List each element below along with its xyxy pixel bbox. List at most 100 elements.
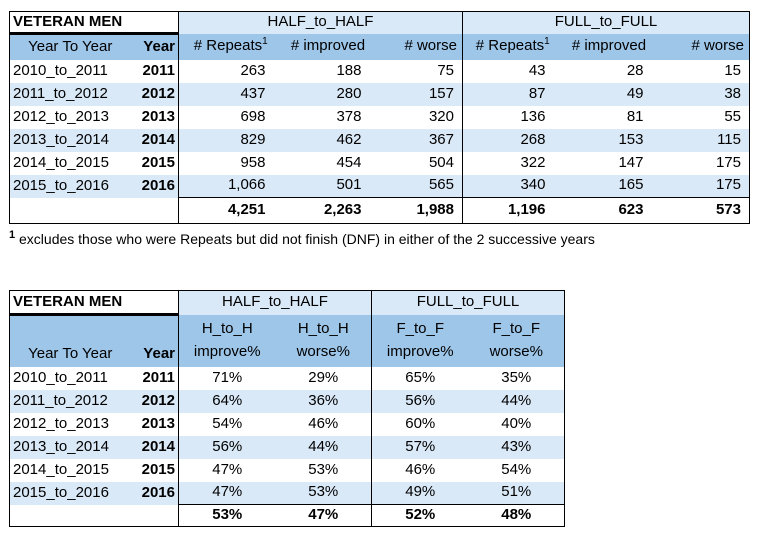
header-year[interactable]: Year <box>130 314 179 367</box>
cell-full-repeats[interactable]: 43 <box>462 59 563 83</box>
cell-full-worse[interactable]: 175 <box>655 174 750 198</box>
cell-half-worse[interactable]: 504 <box>428 153 454 171</box>
cell-half-worse-pct[interactable]: 44% <box>275 435 372 459</box>
cell-half-repeats[interactable]: 958 <box>178 151 283 175</box>
cell-half-improve-pct[interactable]: 54% <box>178 412 276 436</box>
header-full-worse[interactable]: # worse <box>655 33 750 60</box>
cell-year[interactable]: 2013 <box>141 414 175 432</box>
total-half-improved[interactable]: 2,263 <box>282 197 374 224</box>
cell-half-worse-pct[interactable]: 46% <box>308 414 339 432</box>
cell-half-repeats[interactable]: 698 <box>178 105 283 129</box>
header-full-worse-pct[interactable]: F_to_F worse% <box>468 314 565 367</box>
group-header-half-to-half[interactable]: HALF_to_HALF <box>178 11 463 34</box>
cell-half-repeats[interactable]: 437 <box>178 82 283 106</box>
cell-full-repeats[interactable]: 87 <box>462 82 563 106</box>
total-full-improve-pct[interactable]: 52% <box>371 504 469 527</box>
cell-full-improved[interactable]: 147 <box>618 153 644 171</box>
cell-year[interactable]: 2016 <box>130 481 179 505</box>
cell-year-span[interactable]: 2014_to_2015 <box>13 153 109 171</box>
header-half-worse-pct[interactable]: H_to_H worse% <box>275 314 372 367</box>
header-full-improved[interactable]: # improved <box>562 33 656 60</box>
cell-half-improved[interactable]: 378 <box>336 107 362 125</box>
cell-year-span[interactable]: 2013_to_2014 <box>9 435 131 459</box>
cell-full-improved[interactable]: 81 <box>626 107 644 125</box>
total-half-worse[interactable]: 1,988 <box>373 197 463 224</box>
cell-half-worse-pct[interactable]: 36% <box>275 389 372 413</box>
cell-full-improved[interactable]: 153 <box>562 128 656 152</box>
cell-full-worse[interactable]: 55 <box>724 107 741 125</box>
cell-half-worse-pct[interactable]: 29% <box>308 368 339 386</box>
cell-full-improve-pct[interactable]: 49% <box>371 481 469 505</box>
cell-half-improved[interactable]: 462 <box>282 128 374 152</box>
total-full-repeats[interactable]: 1,196 <box>462 197 563 224</box>
cell-full-repeats[interactable]: 322 <box>462 151 563 175</box>
cell-year[interactable]: 2014 <box>130 128 179 152</box>
cell-full-worse-pct[interactable]: 44% <box>468 389 565 413</box>
cell-full-improved[interactable]: 165 <box>562 174 656 198</box>
cell-full-worse-pct[interactable]: 51% <box>468 481 565 505</box>
cell-half-improve-pct[interactable]: 56% <box>178 435 276 459</box>
cell-full-improve-pct[interactable]: 46% <box>371 458 469 482</box>
cell-half-worse[interactable]: 157 <box>373 82 463 106</box>
cell-half-worse[interactable]: 565 <box>373 174 463 198</box>
cell-year[interactable]: 2016 <box>130 174 179 198</box>
total-half-repeats[interactable]: 4,251 <box>178 197 283 224</box>
cell-year[interactable]: 2013 <box>141 107 175 125</box>
cell-year-span[interactable]: 2010_to_2011 <box>13 61 108 79</box>
cell-full-worse-pct[interactable]: 54% <box>501 460 532 478</box>
header-year-to-year[interactable]: Year To Year <box>9 33 131 60</box>
header-half-improved[interactable]: # improved <box>282 33 374 60</box>
cell-full-worse[interactable]: 115 <box>655 128 750 152</box>
total-full-improved[interactable]: 623 <box>562 197 656 224</box>
cell-full-improve-pct[interactable]: 65% <box>371 366 469 390</box>
total-full-worse-pct[interactable]: 48% <box>468 504 565 527</box>
header-full-repeats[interactable]: # Repeats1 <box>462 33 563 60</box>
total-full-worse[interactable]: 573 <box>655 197 750 224</box>
group-header-full-to-full[interactable]: FULL_to_FULL <box>371 290 565 315</box>
cell-half-worse-pct[interactable]: 53% <box>275 481 372 505</box>
cell-year[interactable]: 2011 <box>142 368 175 386</box>
cell-year-span[interactable]: 2011_to_2012 <box>9 389 131 413</box>
cell-half-improve-pct[interactable]: 47% <box>178 481 276 505</box>
cell-half-improve-pct[interactable]: 47% <box>178 458 276 482</box>
empty-cell[interactable] <box>130 197 179 224</box>
cell-half-worse[interactable]: 320 <box>428 107 454 125</box>
cell-half-repeats[interactable]: 1,066 <box>178 174 283 198</box>
cell-year[interactable]: 2015 <box>141 153 175 171</box>
total-half-improve-pct[interactable]: 53% <box>178 504 276 527</box>
cell-full-improved[interactable]: 49 <box>562 82 656 106</box>
total-half-worse-pct[interactable]: 47% <box>275 504 372 527</box>
cell-half-improved[interactable]: 501 <box>282 174 374 198</box>
cell-full-improve-pct[interactable]: 56% <box>371 389 469 413</box>
cell-full-worse-pct[interactable]: 35% <box>501 368 532 386</box>
cell-full-worse[interactable]: 15 <box>724 61 741 79</box>
header-full-improve-pct[interactable]: F_to_F improve% <box>371 314 469 367</box>
cell-half-improved[interactable]: 188 <box>336 61 362 79</box>
cell-half-improved[interactable]: 280 <box>282 82 374 106</box>
cell-full-worse-pct[interactable]: 43% <box>468 435 565 459</box>
cell-year-span[interactable]: 2012_to_2013 <box>13 107 109 125</box>
cell-year-span[interactable]: 2015_to_2016 <box>9 174 131 198</box>
group-header-full-to-full[interactable]: FULL_to_FULL <box>462 11 750 34</box>
empty-cell[interactable] <box>9 197 131 224</box>
cell-year[interactable]: 2012 <box>130 82 179 106</box>
cell-year[interactable]: 2014 <box>130 435 179 459</box>
empty-cell[interactable] <box>9 504 131 527</box>
cell-year[interactable]: 2015 <box>141 460 175 478</box>
cell-half-improve-pct[interactable]: 71% <box>178 366 276 390</box>
cell-full-worse[interactable]: 175 <box>715 153 741 171</box>
cell-half-repeats[interactable]: 829 <box>178 128 283 152</box>
cell-half-improve-pct[interactable]: 64% <box>178 389 276 413</box>
cell-full-repeats[interactable]: 268 <box>462 128 563 152</box>
cell-full-improved[interactable]: 28 <box>626 61 644 79</box>
header-year-to-year[interactable]: Year To Year <box>9 314 131 367</box>
cell-full-worse-pct[interactable]: 40% <box>501 414 532 432</box>
cell-half-worse[interactable]: 75 <box>437 61 454 79</box>
group-header-half-to-half[interactable]: HALF_to_HALF <box>178 290 372 315</box>
cell-half-improved[interactable]: 454 <box>336 153 362 171</box>
header-half-improve-pct[interactable]: H_to_H improve% <box>178 314 276 367</box>
cell-year-span[interactable]: 2013_to_2014 <box>9 128 131 152</box>
header-half-worse[interactable]: # worse <box>373 33 463 60</box>
cell-half-worse[interactable]: 367 <box>373 128 463 152</box>
cell-year-span[interactable]: 2010_to_2011 <box>13 368 108 386</box>
